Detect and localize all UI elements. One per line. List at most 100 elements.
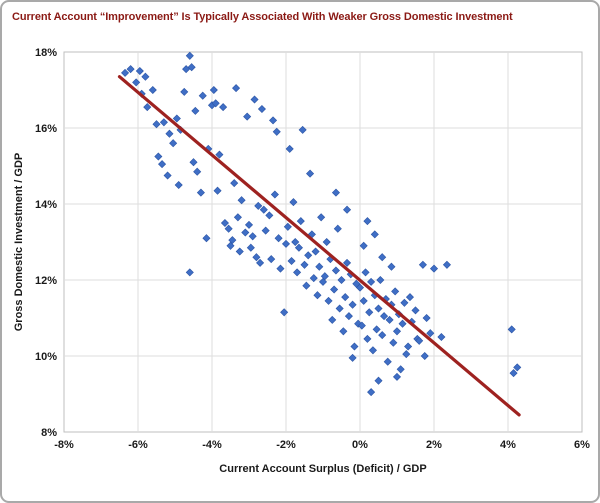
data-point — [343, 258, 352, 267]
data-point — [300, 260, 309, 269]
y-tick-label: 12% — [35, 275, 57, 287]
data-point — [320, 272, 329, 281]
data-point — [267, 255, 276, 264]
data-point — [363, 334, 372, 343]
data-point — [348, 353, 357, 362]
data-point — [261, 226, 270, 235]
data-point — [429, 264, 439, 273]
data-point — [185, 268, 194, 277]
x-tick-label: 4% — [500, 439, 516, 451]
data-point — [202, 234, 211, 243]
y-tick-label: 8% — [41, 427, 57, 439]
data-point — [193, 167, 202, 176]
data-point — [293, 268, 302, 277]
x-tick-label: 6% — [574, 439, 590, 451]
data-point — [233, 213, 242, 222]
data-point — [189, 158, 198, 167]
trend-line — [117, 75, 521, 417]
data-point — [391, 287, 400, 296]
data-point — [241, 228, 250, 237]
data-point — [220, 218, 229, 228]
data-point — [215, 150, 224, 159]
data-point — [376, 275, 385, 285]
data-point — [287, 256, 296, 266]
data-point — [165, 129, 174, 138]
data-point — [237, 196, 246, 205]
data-point — [333, 224, 342, 233]
data-point — [121, 68, 130, 77]
data-point — [198, 91, 207, 100]
data-point — [246, 243, 255, 252]
data-point — [367, 277, 376, 286]
data-point — [269, 116, 278, 125]
data-point — [126, 65, 135, 74]
data-point — [141, 72, 150, 81]
data-point — [355, 283, 365, 292]
data-point — [363, 217, 372, 226]
data-point — [339, 327, 348, 336]
data-point — [158, 160, 167, 169]
data-point — [306, 169, 315, 178]
data-point — [405, 293, 414, 302]
x-tick-label: -8% — [54, 439, 74, 451]
data-point — [437, 332, 446, 342]
data-point — [335, 304, 344, 313]
data-point — [324, 296, 333, 305]
data-point — [274, 234, 283, 243]
data-point — [507, 325, 516, 334]
x-tick-label: 2% — [426, 439, 442, 451]
data-point — [169, 139, 178, 148]
data-point — [270, 190, 279, 199]
data-point — [209, 85, 218, 95]
data-point — [250, 95, 259, 104]
data-point — [442, 260, 451, 269]
data-point — [317, 213, 326, 222]
data-point — [411, 306, 420, 315]
data-point — [415, 336, 424, 345]
data-point — [252, 253, 261, 262]
data-point — [232, 84, 241, 93]
data-point — [380, 312, 389, 321]
data-point — [315, 262, 324, 271]
data-point — [361, 268, 370, 277]
x-tick-label: -2% — [276, 439, 296, 451]
data-point — [370, 230, 379, 239]
data-point — [285, 144, 294, 153]
data-point — [389, 338, 398, 347]
data-point — [322, 237, 331, 247]
data-point — [254, 201, 263, 210]
data-point — [392, 327, 402, 336]
data-point — [422, 313, 431, 323]
data-point — [159, 118, 168, 127]
data-point — [230, 179, 239, 188]
data-point — [298, 125, 307, 134]
data-point — [196, 188, 205, 197]
data-point — [367, 388, 376, 397]
data-point — [152, 120, 161, 129]
data-point — [244, 220, 254, 229]
data-point — [350, 342, 359, 351]
data-point — [365, 308, 374, 317]
data-point — [398, 319, 407, 328]
y-tick-label: 16% — [35, 123, 57, 135]
data-point — [219, 103, 228, 112]
data-point — [420, 351, 429, 361]
data-point — [283, 222, 292, 231]
data-point — [211, 99, 220, 108]
data-point — [191, 106, 200, 115]
data-point — [392, 372, 402, 381]
data-point — [331, 188, 340, 197]
data-point — [180, 87, 189, 96]
data-point — [348, 300, 357, 309]
data-point — [378, 253, 387, 262]
data-point — [400, 298, 409, 307]
data-point — [304, 251, 313, 260]
data-point — [341, 293, 350, 302]
data-point — [328, 315, 337, 324]
data-point — [172, 114, 181, 123]
data-point — [396, 365, 405, 374]
data-point — [385, 315, 394, 324]
data-point — [311, 247, 320, 256]
